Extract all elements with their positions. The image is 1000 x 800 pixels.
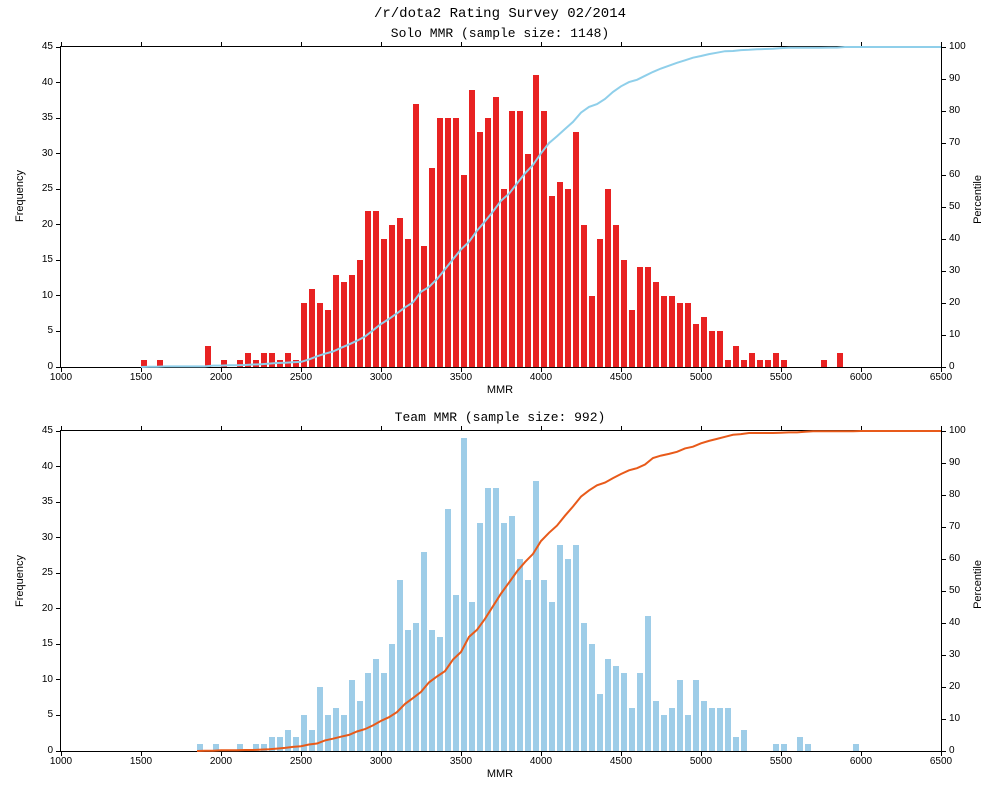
y-right-tick-label: 70 <box>949 521 960 532</box>
y-right-tick-label: 80 <box>949 105 960 116</box>
y-right-tick-label: 80 <box>949 489 960 500</box>
y-right-tick-label: 30 <box>949 265 960 276</box>
y-right-tick-label: 70 <box>949 137 960 148</box>
y-left-tick-label: 25 <box>42 183 53 194</box>
y-left-tick-label: 40 <box>42 77 53 88</box>
percentile-line <box>61 431 941 751</box>
y-left-tick-label: 15 <box>42 638 53 649</box>
y-left-tick-label: 35 <box>42 112 53 123</box>
chart2-subtitle: Team MMR (sample size: 992) <box>0 410 1000 425</box>
x-tick-label: 3500 <box>446 372 476 383</box>
y-left-tick-label: 10 <box>42 674 53 685</box>
x-tick-label: 5000 <box>686 372 716 383</box>
y-left-tick-label: 0 <box>47 361 53 372</box>
x-tick-label: 5500 <box>766 372 796 383</box>
y-right-tick-label: 90 <box>949 73 960 84</box>
y-right-tick-label: 0 <box>949 745 955 756</box>
chart1-ylabel-right: Percentile <box>972 175 984 224</box>
y-right-tick-label: 100 <box>949 425 966 436</box>
y-right-tick-label: 20 <box>949 297 960 308</box>
percentile-line <box>61 47 941 367</box>
x-tick-label: 3500 <box>446 756 476 767</box>
x-tick-label: 4000 <box>526 756 556 767</box>
y-left-tick-label: 10 <box>42 290 53 301</box>
y-right-tick-label: 60 <box>949 553 960 564</box>
y-left-tick-label: 40 <box>42 461 53 472</box>
chart2-ylabel-right: Percentile <box>972 560 984 609</box>
y-left-tick-label: 15 <box>42 254 53 265</box>
x-tick-label: 2000 <box>206 756 236 767</box>
x-tick-label: 2500 <box>286 756 316 767</box>
y-left-tick-label: 0 <box>47 745 53 756</box>
x-tick-label: 1500 <box>126 372 156 383</box>
y-right-tick-label: 10 <box>949 329 960 340</box>
y-right-tick-label: 20 <box>949 681 960 692</box>
y-left-tick-label: 5 <box>47 325 53 336</box>
y-left-tick-label: 25 <box>42 567 53 578</box>
y-right-tick-label: 100 <box>949 41 966 52</box>
y-left-tick-label: 45 <box>42 425 53 436</box>
y-right-tick-label: 60 <box>949 169 960 180</box>
main-title: /r/dota2 Rating Survey 02/2014 <box>0 6 1000 22</box>
x-tick-label: 1000 <box>46 756 76 767</box>
chart1-plot-area: 1000150020002500300035004000450050005500… <box>60 46 942 368</box>
y-left-tick-label: 30 <box>42 148 53 159</box>
chart2-plot-area: 1000150020002500300035004000450050005500… <box>60 430 942 752</box>
x-tick-label: 5000 <box>686 756 716 767</box>
y-right-tick-label: 40 <box>949 233 960 244</box>
x-tick-label: 1500 <box>126 756 156 767</box>
chart2-xlabel: MMR <box>0 768 1000 780</box>
y-left-tick-label: 20 <box>42 603 53 614</box>
y-right-tick-label: 40 <box>949 617 960 628</box>
y-right-tick-label: 0 <box>949 361 955 372</box>
y-left-tick-label: 35 <box>42 496 53 507</box>
x-tick-label: 6000 <box>846 372 876 383</box>
y-right-tick-label: 50 <box>949 201 960 212</box>
x-tick-label: 6500 <box>926 756 956 767</box>
x-tick-label: 3000 <box>366 372 396 383</box>
x-tick-label: 2500 <box>286 372 316 383</box>
x-tick-label: 4500 <box>606 756 636 767</box>
x-tick-label: 4000 <box>526 372 556 383</box>
x-tick-label: 2000 <box>206 372 236 383</box>
chart2-ylabel-left: Frequency <box>14 555 26 607</box>
x-tick-label: 5500 <box>766 756 796 767</box>
y-right-tick-label: 50 <box>949 585 960 596</box>
x-tick-label: 6000 <box>846 756 876 767</box>
y-left-tick-label: 20 <box>42 219 53 230</box>
page: /r/dota2 Rating Survey 02/2014 Solo MMR … <box>0 0 1000 800</box>
y-right-tick-label: 30 <box>949 649 960 660</box>
chart1-ylabel-left: Frequency <box>14 170 26 222</box>
x-tick-label: 6500 <box>926 372 956 383</box>
chart1-subtitle: Solo MMR (sample size: 1148) <box>0 26 1000 41</box>
y-left-tick-label: 30 <box>42 532 53 543</box>
x-tick-label: 1000 <box>46 372 76 383</box>
y-right-tick-label: 10 <box>949 713 960 724</box>
x-tick-label: 4500 <box>606 372 636 383</box>
y-right-tick-label: 90 <box>949 457 960 468</box>
y-left-tick-label: 5 <box>47 709 53 720</box>
chart1-xlabel: MMR <box>0 384 1000 396</box>
x-tick-label: 3000 <box>366 756 396 767</box>
y-left-tick-label: 45 <box>42 41 53 52</box>
